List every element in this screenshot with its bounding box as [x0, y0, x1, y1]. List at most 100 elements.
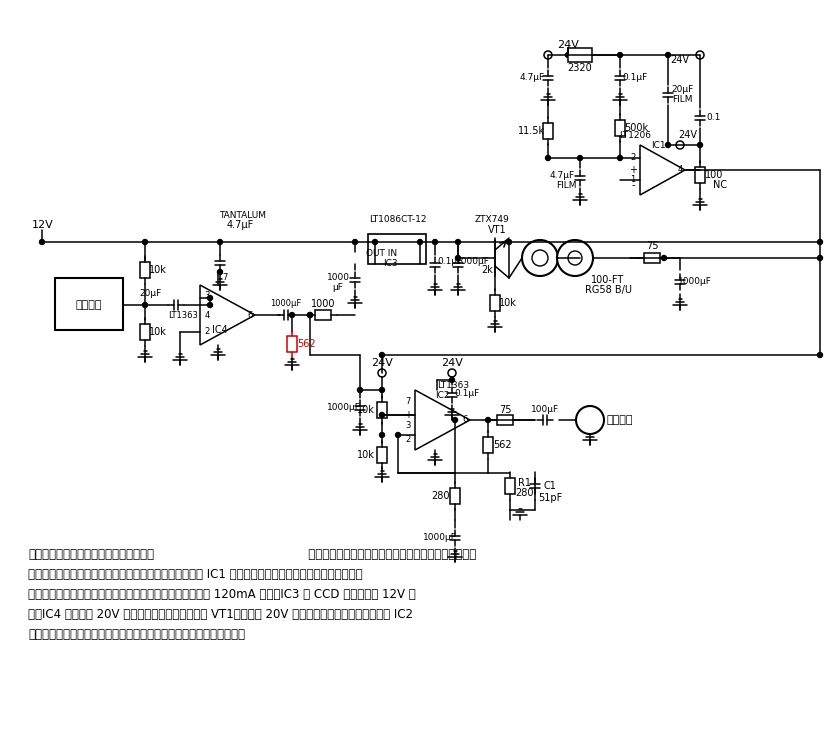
Circle shape: [568, 251, 582, 265]
Text: 10k: 10k: [149, 327, 167, 337]
Text: 100-FT: 100-FT: [592, 275, 624, 285]
Text: FILM: FILM: [672, 96, 692, 104]
Bar: [568, 48, 592, 62]
Text: 10k: 10k: [357, 450, 375, 460]
Text: 2: 2: [204, 328, 210, 337]
Text: TANTALUM: TANTALUM: [220, 210, 266, 220]
Circle shape: [618, 155, 623, 161]
Text: 0.1μF: 0.1μF: [454, 388, 479, 398]
Text: LT1086CT-12: LT1086CT-12: [370, 215, 427, 225]
Text: 24V: 24V: [679, 130, 697, 140]
Bar: [505, 478, 515, 494]
Text: 20μF: 20μF: [671, 85, 693, 94]
Circle shape: [544, 51, 552, 59]
Circle shape: [373, 239, 377, 245]
Text: 75: 75: [499, 405, 511, 415]
Text: +: +: [404, 410, 412, 420]
Text: 75: 75: [646, 241, 659, 251]
Bar: [140, 262, 150, 278]
Text: 10k: 10k: [357, 405, 375, 415]
Circle shape: [665, 53, 670, 58]
Text: 0.1μF: 0.1μF: [623, 74, 648, 82]
Circle shape: [380, 388, 385, 393]
Text: 24V: 24V: [670, 55, 690, 65]
Text: 562: 562: [297, 339, 315, 349]
Text: 压。IC4 构成传送 20V 电压到电缆的电路用来驱动 VT1，调制在 20V 直流线路上的视频。视频放大器 IC2: 压。IC4 构成传送 20V 电压到电缆的电路用来驱动 VT1，调制在 20V …: [28, 609, 413, 621]
Text: 562: 562: [493, 440, 511, 450]
Bar: [543, 123, 553, 139]
Circle shape: [448, 369, 456, 377]
Circle shape: [576, 406, 604, 434]
Circle shape: [353, 239, 358, 245]
Text: 100μF: 100μF: [531, 405, 559, 415]
Circle shape: [417, 239, 422, 245]
Bar: [450, 488, 460, 504]
Circle shape: [577, 155, 582, 161]
Bar: [695, 167, 705, 183]
Bar: [287, 336, 297, 352]
Circle shape: [456, 255, 461, 261]
Text: 1000: 1000: [327, 272, 349, 282]
Circle shape: [39, 239, 44, 245]
Text: 4.7μF: 4.7μF: [226, 220, 254, 230]
Text: IC2: IC2: [435, 391, 449, 399]
Text: 3: 3: [406, 420, 411, 429]
Bar: [368, 234, 426, 264]
Text: 24V: 24V: [371, 358, 393, 368]
Text: 2320: 2320: [567, 63, 592, 73]
Bar: [644, 253, 660, 263]
Circle shape: [432, 239, 437, 245]
Text: 1000μF: 1000μF: [423, 534, 457, 542]
Text: 通过一根同轴电缆传送电源和视频信号的途径是采用对: 通过一根同轴电缆传送电源和视频信号的途径是采用对: [297, 548, 476, 561]
Bar: [497, 415, 513, 425]
Text: 2: 2: [406, 436, 411, 445]
Bar: [55, 278, 123, 330]
Text: 20μF: 20μF: [139, 288, 161, 298]
Circle shape: [818, 239, 823, 245]
Text: 1000μF: 1000μF: [678, 277, 712, 286]
Text: VT1: VT1: [488, 225, 506, 235]
Bar: [315, 310, 331, 320]
Circle shape: [358, 388, 363, 393]
Circle shape: [676, 141, 684, 149]
Text: FILM: FILM: [556, 180, 577, 190]
Text: +: +: [629, 165, 637, 175]
Text: μF: μF: [333, 283, 344, 291]
Circle shape: [557, 240, 593, 276]
Circle shape: [218, 269, 223, 274]
Circle shape: [818, 353, 823, 358]
Text: 11.5k: 11.5k: [519, 126, 546, 136]
Circle shape: [546, 155, 551, 161]
Text: 1000μF: 1000μF: [327, 404, 361, 412]
Text: 7: 7: [222, 274, 228, 283]
Text: IC1: IC1: [650, 140, 665, 150]
Text: 4: 4: [677, 166, 683, 174]
Circle shape: [218, 239, 223, 245]
Text: 4: 4: [204, 310, 210, 320]
Circle shape: [453, 418, 458, 423]
Text: IC3: IC3: [383, 258, 397, 267]
Circle shape: [396, 432, 401, 437]
Text: 51pF: 51pF: [538, 493, 562, 503]
Circle shape: [532, 250, 548, 266]
Text: 到监视器: 到监视器: [607, 415, 634, 425]
Text: 持适当的高阻抗而将低阻抗电源与电缆隔离。向摄像机提供 120mA 电流，IC3 向 CCD 摄像机提供 12V 电: 持适当的高阻抗而将低阻抗电源与电缆隔离。向摄像机提供 120mA 电流，IC3 …: [28, 588, 416, 602]
Text: 1: 1: [630, 175, 636, 185]
Text: 接收来自电缆的视频，提供频率均衡，并驱动电缆信号到黑白监视器。: 接收来自电缆的视频，提供频率均衡，并驱动电缆信号到黑白监视器。: [28, 629, 245, 642]
Text: 1000: 1000: [311, 299, 335, 309]
Text: RG58 B/U: RG58 B/U: [584, 285, 632, 295]
Text: 摄像机电源和视频共用同一同轴电缆电路: 摄像机电源和视频共用同一同轴电缆电路: [28, 548, 154, 561]
Text: 280: 280: [515, 488, 533, 498]
Circle shape: [380, 412, 385, 418]
Text: 24V: 24V: [441, 358, 463, 368]
Circle shape: [522, 240, 558, 276]
Text: 0.1μF: 0.1μF: [437, 258, 463, 266]
Text: 视频输出: 视频输出: [75, 300, 102, 310]
Circle shape: [208, 296, 213, 301]
Circle shape: [378, 369, 386, 377]
Bar: [140, 324, 150, 340]
Circle shape: [506, 239, 511, 245]
Text: ZTX749: ZTX749: [474, 215, 510, 225]
Circle shape: [697, 142, 702, 147]
Text: 10k: 10k: [149, 265, 167, 275]
